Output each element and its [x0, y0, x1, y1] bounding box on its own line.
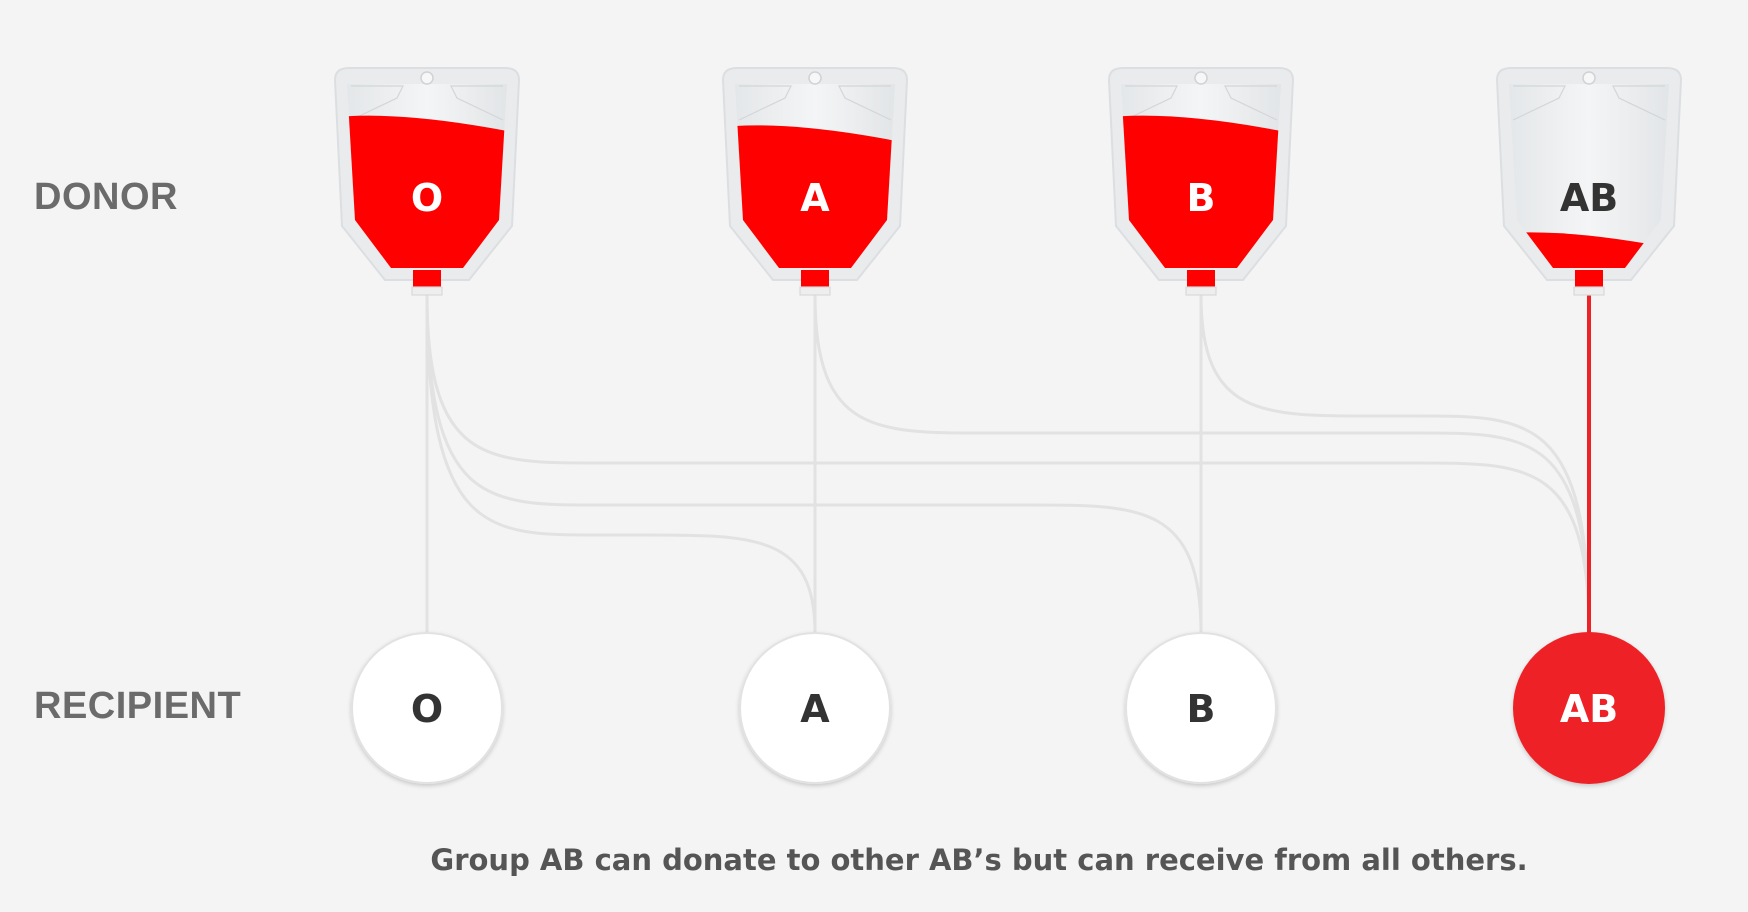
bag-hang-hole — [808, 71, 822, 85]
bag-port-cap — [799, 286, 831, 296]
recipient-circle — [1513, 632, 1665, 784]
recipient-a: A — [739, 632, 891, 784]
bag-port — [413, 270, 441, 288]
donor-label-ab: AB — [1560, 176, 1618, 220]
bag-flap-left — [738, 85, 792, 121]
donor-bag-b: B — [1107, 67, 1295, 296]
bag-flap-left — [1124, 85, 1178, 121]
caption-text: Group AB can donate to other AB’s but ca… — [430, 843, 1528, 877]
blood-fill — [1121, 115, 1281, 268]
bag-flap-right — [450, 85, 504, 121]
recipient-circle — [351, 632, 503, 784]
bag-flap-left — [350, 85, 404, 121]
bag-flap-left — [1512, 85, 1566, 121]
bag-hang-hole — [1194, 71, 1208, 85]
bag-port — [1575, 270, 1603, 288]
donor-bag-a: A — [721, 67, 909, 296]
connection-lines — [425, 294, 1591, 634]
bag-flap-right — [1224, 85, 1278, 121]
bag-hang-hole — [1582, 71, 1596, 85]
recipient-circles: O A B AB — [351, 632, 1665, 784]
donor-row-label: DONOR — [34, 176, 178, 218]
bag-port-cap — [411, 286, 443, 296]
donor-bag-ab: AB — [1495, 67, 1683, 296]
recipient-row-label: RECIPIENT — [34, 685, 242, 727]
recipient-circle — [1125, 632, 1277, 784]
blood-fill — [347, 115, 507, 268]
recipient-circle — [739, 632, 891, 784]
recipient-b: B — [1125, 632, 1277, 784]
blood-fill — [735, 125, 895, 268]
bag-port-cap — [1573, 286, 1605, 296]
connection-a-to-ab — [813, 294, 1591, 634]
donor-bag-o: O — [333, 67, 521, 296]
connection-o-to-ab — [425, 294, 1591, 634]
recipient-label-a: A — [800, 687, 830, 731]
bag-inner — [1509, 84, 1669, 268]
donor-label-b: B — [1187, 176, 1216, 220]
connection-b-to-ab — [1199, 294, 1591, 634]
blood-fill — [1509, 232, 1669, 268]
connection-o-to-a — [425, 294, 817, 634]
connection-o-to-b — [425, 294, 1203, 634]
recipient-label-b: B — [1187, 687, 1216, 731]
bag-port-cap — [1185, 286, 1217, 296]
recipient-label-o: O — [411, 687, 443, 731]
bag-port — [801, 270, 829, 288]
donor-label-o: O — [411, 176, 443, 220]
recipient-ab: AB — [1513, 632, 1665, 784]
bag-flap-right — [1612, 85, 1666, 121]
recipient-label-ab: AB — [1560, 687, 1618, 731]
donor-label-a: A — [800, 176, 830, 220]
recipient-o: O — [351, 632, 503, 784]
caption-wrapper: Group AB can donate to other AB’s but ca… — [0, 843, 1748, 877]
bag-flap-right — [838, 85, 892, 121]
bag-hang-hole — [420, 71, 434, 85]
bag-port — [1187, 270, 1215, 288]
donor-bags: O A B AB — [333, 67, 1683, 296]
